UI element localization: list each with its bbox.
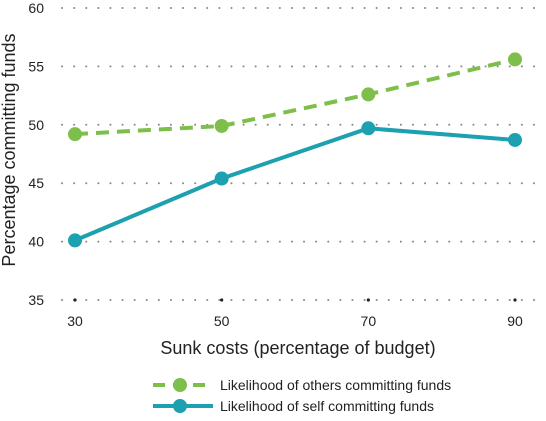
legend-item: Likelihood of others committing funds — [153, 377, 451, 393]
y-tick-label: 35 — [28, 292, 44, 308]
x-tick-mark — [220, 298, 224, 302]
data-point — [68, 233, 82, 248]
legend: Likelihood of others committing funds Lik… — [153, 377, 451, 414]
y-tick-label: 40 — [28, 234, 44, 250]
series-line — [74, 57, 516, 137]
data-point — [361, 87, 376, 102]
y-tick-label: 45 — [28, 175, 44, 191]
legend-swatch-marker — [173, 378, 187, 392]
series-line — [74, 126, 516, 243]
x-tick-label: 70 — [361, 313, 377, 329]
x-tick-label: 90 — [507, 313, 523, 329]
series-others — [68, 52, 522, 142]
x-tick-label: 30 — [67, 313, 83, 329]
data-point — [508, 52, 522, 67]
y-axis-label: Percentage committing funds — [0, 33, 19, 266]
y-tick-label: 60 — [28, 0, 44, 16]
legend-label: Likelihood of self committing funds — [220, 398, 434, 414]
y-tick-label: 55 — [28, 58, 44, 74]
data-point — [68, 127, 82, 142]
data-point — [508, 132, 522, 147]
y-axis-ticks: 35 40 45 50 55 60 — [28, 0, 44, 308]
legend-swatch-marker — [173, 399, 187, 413]
data-point — [361, 121, 376, 136]
y-tick-label: 50 — [28, 117, 44, 133]
series-self — [68, 121, 522, 248]
x-axis-label: Sunk costs (percentage of budget) — [160, 338, 435, 358]
x-tick-mark — [73, 298, 77, 302]
data-point — [214, 118, 229, 133]
data-point — [214, 171, 229, 186]
x-axis-ticks: 30 50 70 90 — [67, 298, 523, 329]
legend-item: Likelihood of self committing funds — [153, 398, 434, 414]
x-tick-mark — [366, 298, 370, 302]
series-lines — [68, 52, 522, 248]
x-tick-mark — [513, 298, 517, 302]
x-tick-label: 50 — [214, 313, 230, 329]
legend-label: Likelihood of others committing funds — [220, 377, 451, 393]
